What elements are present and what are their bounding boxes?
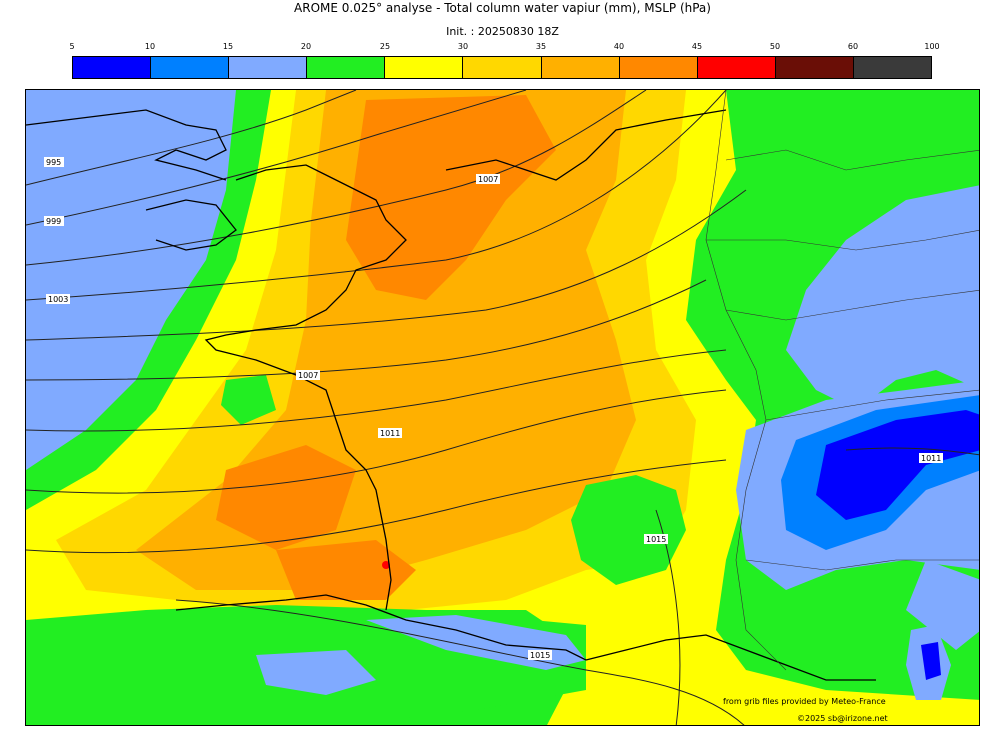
isobar-label: 1015 (530, 651, 550, 660)
colorbar-tick: 45 (691, 42, 703, 51)
colorbar-segment (775, 57, 854, 78)
field-40-45 (346, 95, 556, 300)
field-45-50 (382, 561, 390, 569)
field-iberia-low (256, 650, 376, 695)
colorbar-tick: 25 (379, 42, 391, 51)
isobar-label: 1015 (646, 535, 666, 544)
isobar-label: 995 (46, 158, 61, 167)
coastlines (26, 109, 876, 681)
field-corsica-low (921, 642, 941, 680)
colorbar-tick: 40 (613, 42, 625, 51)
field-alps-lowest (816, 410, 979, 520)
source-credit: from grib files provided by Meteo-France (723, 697, 886, 706)
colorbar-tick: 20 (300, 42, 312, 51)
chart-subtitle: Init. : 20250830 18Z (446, 25, 559, 38)
colorbar-tick: 15 (222, 42, 234, 51)
field-40-45 (216, 445, 356, 550)
colorbar-segment (307, 57, 386, 78)
colorbar-segment (385, 57, 464, 78)
chart-title: AROME 0.025° analyse - Total column wate… (294, 1, 711, 15)
colorbar-tick: 5 (69, 42, 75, 51)
colorbar-segment (73, 57, 152, 78)
colorbar-segment (151, 57, 230, 78)
field-massif-central (571, 475, 686, 585)
colorbar-tick-labels: 5 10 15 20 25 30 35 40 45 50 60 100 (0, 42, 1005, 54)
borders (705, 90, 979, 671)
map-canvas: 995 999 1003 1007 1011 1007 1015 1011 10… (26, 90, 979, 725)
colorbar-segment (697, 57, 776, 78)
isobar-label: 1007 (478, 175, 498, 184)
colorbar-tick: 60 (847, 42, 859, 51)
field-40-45 (276, 540, 416, 600)
colorbar-segment (463, 57, 542, 78)
isobar-label: 999 (46, 217, 61, 226)
colorbar-segment (853, 57, 932, 78)
colorbar-tick: 35 (535, 42, 547, 51)
isobar-label: 1003 (48, 295, 68, 304)
isobar-label-group: 995 999 1003 1007 1011 1007 1015 1011 10… (44, 157, 943, 660)
isobars (26, 90, 979, 725)
isobar-label: 1007 (298, 371, 318, 380)
copyright-credit: ©2025 sb@irizone.net (797, 714, 888, 723)
colorbar-segment (229, 57, 308, 78)
colorbar-tick: 30 (457, 42, 469, 51)
field-channel-sea (221, 375, 276, 425)
colorbar-segment (619, 57, 698, 78)
water-vapour-map: 995 999 1003 1007 1011 1007 1015 1011 10… (25, 89, 980, 726)
colorbar-tick: 10 (144, 42, 156, 51)
isobar-label: 1011 (380, 429, 400, 438)
colorbar-tick: 100 (924, 42, 940, 51)
colorbar (72, 56, 932, 79)
isobar-label: 1011 (921, 454, 941, 463)
colorbar-tick: 50 (769, 42, 781, 51)
colorbar-segment (541, 57, 620, 78)
